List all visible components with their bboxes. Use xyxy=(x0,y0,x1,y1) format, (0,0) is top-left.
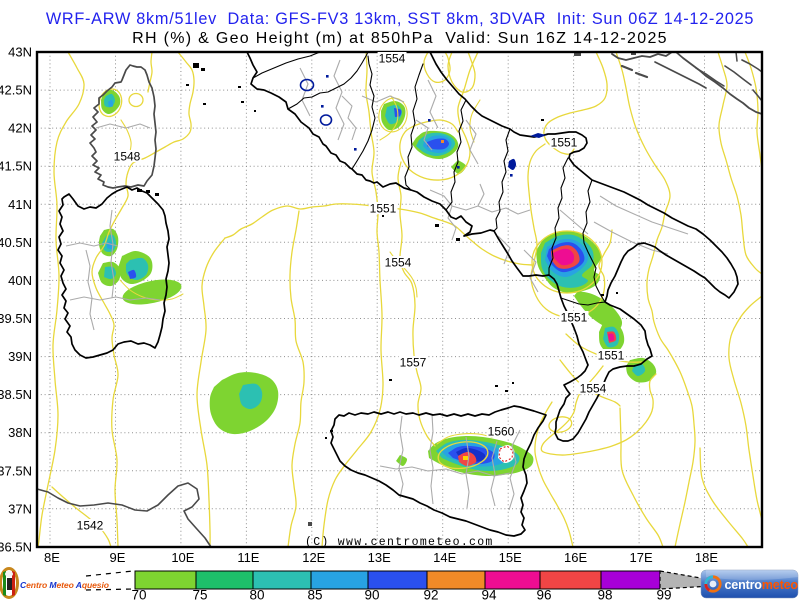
svg-text:17E: 17E xyxy=(630,550,653,565)
svg-text:13E: 13E xyxy=(368,550,391,565)
svg-text:1551: 1551 xyxy=(370,201,397,215)
svg-text:12E: 12E xyxy=(302,550,325,565)
svg-text:85: 85 xyxy=(307,588,322,600)
svg-text:10E: 10E xyxy=(171,550,194,565)
svg-text:1557: 1557 xyxy=(400,355,427,369)
svg-text:94: 94 xyxy=(481,588,497,600)
svg-text:41N: 41N xyxy=(8,197,32,212)
svg-text:16E: 16E xyxy=(564,550,587,565)
svg-text:90: 90 xyxy=(364,588,379,600)
svg-text:(C) www.centrometeo.com: (C) www.centrometeo.com xyxy=(305,536,494,549)
svg-text:15E: 15E xyxy=(499,550,522,565)
svg-text:39N: 39N xyxy=(8,349,32,364)
svg-text:96: 96 xyxy=(536,588,551,600)
svg-text:1554: 1554 xyxy=(379,51,406,65)
svg-text:Centro Meteo Aquesio: Centro Meteo Aquesio xyxy=(20,580,109,590)
svg-text:75: 75 xyxy=(192,588,207,600)
svg-text:8E: 8E xyxy=(44,550,60,565)
svg-text:38.5N: 38.5N xyxy=(0,387,32,402)
svg-text:9E: 9E xyxy=(110,550,126,565)
svg-text:RH (%) & Geo Height (m) at 850: RH (%) & Geo Height (m) at 850hPa Valid:… xyxy=(132,30,668,47)
svg-text:38N: 38N xyxy=(8,425,32,440)
svg-text:1560: 1560 xyxy=(488,424,515,438)
svg-text:1548: 1548 xyxy=(114,149,141,163)
svg-text:98: 98 xyxy=(597,588,612,600)
svg-text:1551: 1551 xyxy=(561,310,588,324)
svg-text:1551: 1551 xyxy=(598,348,625,362)
svg-text:1554: 1554 xyxy=(580,381,607,395)
svg-text:92: 92 xyxy=(423,588,438,600)
svg-text:36.5N: 36.5N xyxy=(0,539,32,554)
svg-text:14E: 14E xyxy=(433,550,456,565)
svg-text:42N: 42N xyxy=(8,121,32,136)
svg-text:40N: 40N xyxy=(8,273,32,288)
svg-text:1551: 1551 xyxy=(551,135,578,149)
svg-text:40.5N: 40.5N xyxy=(0,235,32,250)
svg-text:41.5N: 41.5N xyxy=(0,159,32,174)
svg-text:11E: 11E xyxy=(237,550,259,565)
svg-text:37N: 37N xyxy=(8,501,32,516)
svg-text:WRF-ARW 8km/51lev Data: GFS-F: WRF-ARW 8km/51lev Data: GFS-FV3 13km, SS… xyxy=(46,10,754,28)
svg-text:70: 70 xyxy=(131,588,146,600)
svg-text:18E: 18E xyxy=(695,550,718,565)
svg-text:1542: 1542 xyxy=(77,518,104,532)
svg-text:42.5N: 42.5N xyxy=(0,83,32,98)
svg-text:1554: 1554 xyxy=(385,255,412,269)
svg-text:37.5N: 37.5N xyxy=(0,463,32,478)
svg-text:centrometeo: centrometeo xyxy=(725,578,799,592)
svg-text:39.5N: 39.5N xyxy=(0,311,32,326)
svg-text:43N: 43N xyxy=(8,45,32,60)
svg-text:80: 80 xyxy=(249,588,264,600)
svg-text:99: 99 xyxy=(656,588,671,600)
